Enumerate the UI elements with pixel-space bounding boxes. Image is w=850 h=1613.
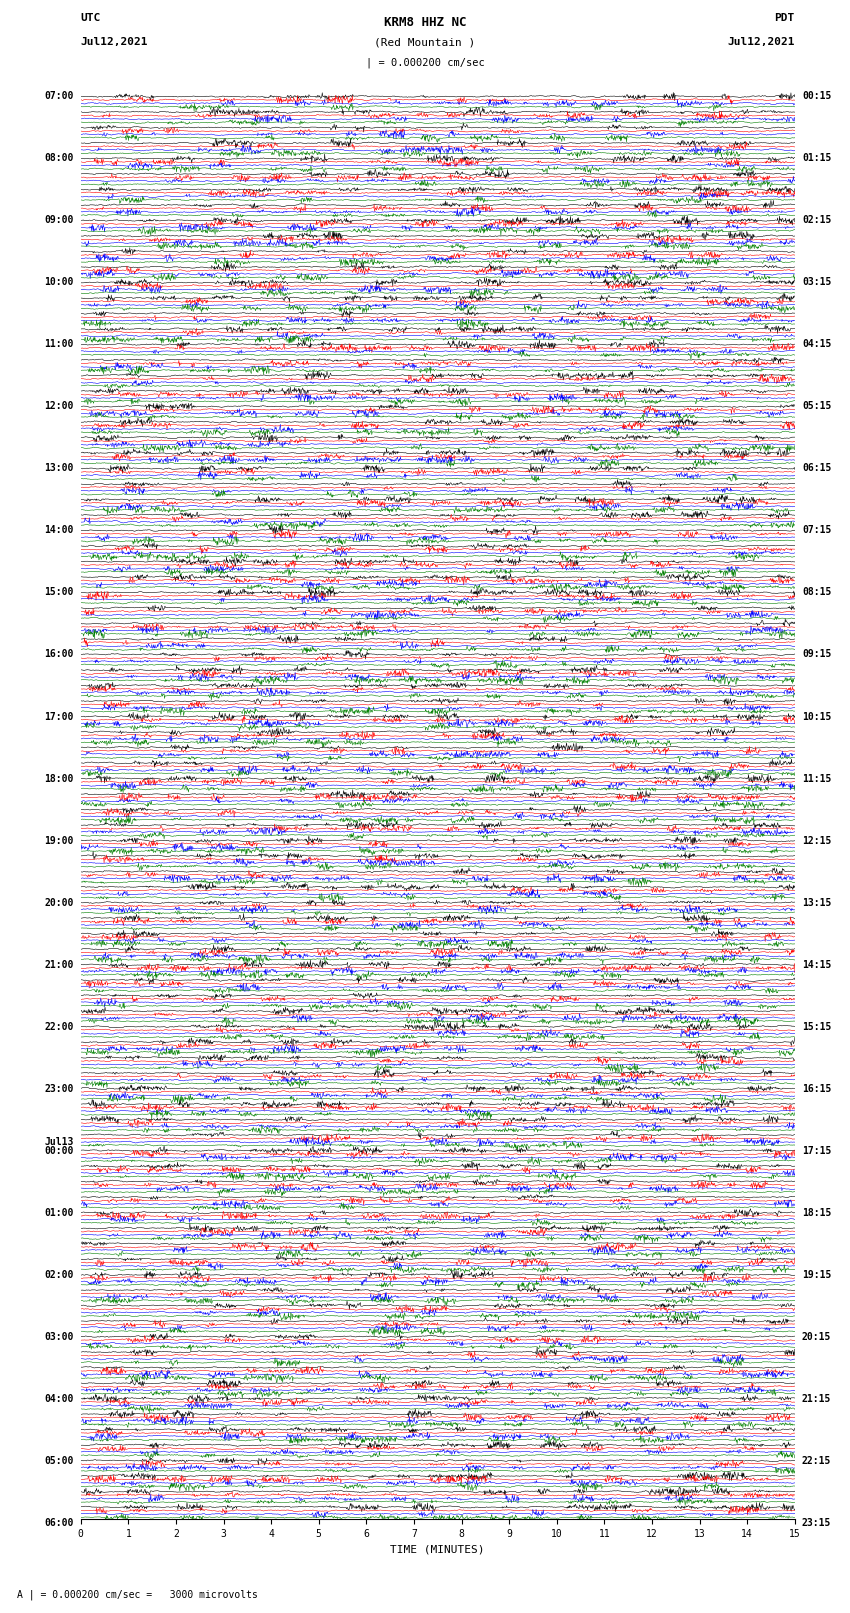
Text: Jul12,2021: Jul12,2021 [81, 37, 148, 47]
Text: KRM8 HHZ NC: KRM8 HHZ NC [383, 16, 467, 29]
Text: 18:15: 18:15 [802, 1208, 831, 1218]
Text: 12:15: 12:15 [802, 836, 831, 845]
Text: 19:15: 19:15 [802, 1269, 831, 1279]
Text: 10:15: 10:15 [802, 711, 831, 721]
Text: 08:15: 08:15 [802, 587, 831, 597]
Text: A | = 0.000200 cm/sec =   3000 microvolts: A | = 0.000200 cm/sec = 3000 microvolts [17, 1589, 258, 1600]
Text: 05:00: 05:00 [44, 1455, 74, 1466]
Text: 02:00: 02:00 [44, 1269, 74, 1279]
Text: 12:00: 12:00 [44, 402, 74, 411]
Text: 04:15: 04:15 [802, 339, 831, 350]
Text: 11:00: 11:00 [44, 339, 74, 350]
Text: Jul13: Jul13 [44, 1137, 74, 1147]
Text: 07:15: 07:15 [802, 526, 831, 536]
Text: 20:15: 20:15 [802, 1332, 831, 1342]
Text: 21:15: 21:15 [802, 1394, 831, 1403]
Text: 13:00: 13:00 [44, 463, 74, 474]
Text: 14:15: 14:15 [802, 960, 831, 969]
Text: 09:00: 09:00 [44, 216, 74, 226]
Text: | = 0.000200 cm/sec: | = 0.000200 cm/sec [366, 58, 484, 68]
Text: Jul12,2021: Jul12,2021 [728, 37, 795, 47]
Text: 06:15: 06:15 [802, 463, 831, 474]
Text: 02:15: 02:15 [802, 216, 831, 226]
Text: 23:15: 23:15 [802, 1518, 831, 1528]
Text: 03:15: 03:15 [802, 277, 831, 287]
Text: 20:00: 20:00 [44, 897, 74, 908]
Text: 16:15: 16:15 [802, 1084, 831, 1094]
Text: 17:15: 17:15 [802, 1145, 831, 1155]
Text: 19:00: 19:00 [44, 836, 74, 845]
Text: UTC: UTC [81, 13, 101, 23]
Text: 01:00: 01:00 [44, 1208, 74, 1218]
X-axis label: TIME (MINUTES): TIME (MINUTES) [390, 1545, 485, 1555]
Text: 04:00: 04:00 [44, 1394, 74, 1403]
Text: 06:00: 06:00 [44, 1518, 74, 1528]
Text: 11:15: 11:15 [802, 774, 831, 784]
Text: 18:00: 18:00 [44, 774, 74, 784]
Text: 07:00: 07:00 [44, 92, 74, 102]
Text: 21:00: 21:00 [44, 960, 74, 969]
Text: 00:15: 00:15 [802, 92, 831, 102]
Text: 14:00: 14:00 [44, 526, 74, 536]
Text: 01:15: 01:15 [802, 153, 831, 163]
Text: (Red Mountain ): (Red Mountain ) [374, 37, 476, 47]
Text: 17:00: 17:00 [44, 711, 74, 721]
Text: 00:00: 00:00 [44, 1145, 74, 1155]
Text: 10:00: 10:00 [44, 277, 74, 287]
Text: 23:00: 23:00 [44, 1084, 74, 1094]
Text: 22:00: 22:00 [44, 1021, 74, 1032]
Text: 22:15: 22:15 [802, 1455, 831, 1466]
Text: PDT: PDT [774, 13, 795, 23]
Text: 05:15: 05:15 [802, 402, 831, 411]
Text: 15:15: 15:15 [802, 1021, 831, 1032]
Text: 16:00: 16:00 [44, 650, 74, 660]
Text: 15:00: 15:00 [44, 587, 74, 597]
Text: 03:00: 03:00 [44, 1332, 74, 1342]
Text: 13:15: 13:15 [802, 897, 831, 908]
Text: 09:15: 09:15 [802, 650, 831, 660]
Text: 08:00: 08:00 [44, 153, 74, 163]
